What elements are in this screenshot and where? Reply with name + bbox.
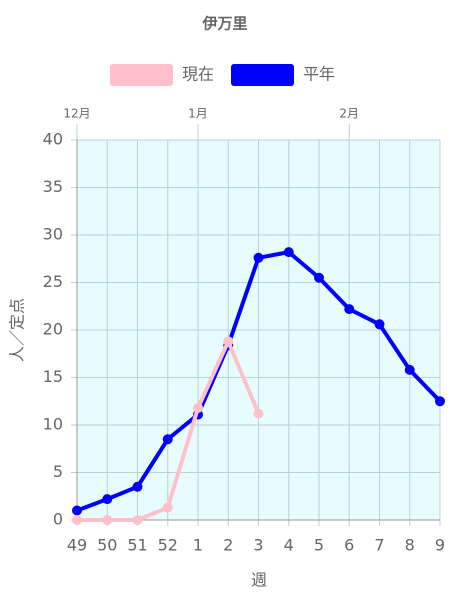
data-point <box>435 396 445 407</box>
x-tick-label: 9 <box>435 536 445 555</box>
data-point <box>72 515 82 525</box>
x-tick-label: 5 <box>314 536 324 555</box>
data-point <box>253 408 264 419</box>
x-tick-label: 49 <box>67 536 87 555</box>
legend-label: 平年 <box>303 65 335 84</box>
data-point <box>223 336 234 347</box>
x-tick-label: 50 <box>97 536 117 555</box>
data-point <box>162 434 173 445</box>
data-point <box>404 364 415 375</box>
x-tick-label: 52 <box>158 536 178 555</box>
data-point <box>193 402 203 413</box>
y-axis-label: 人／定点 <box>8 298 27 362</box>
data-point <box>314 272 324 283</box>
x2-tick-label: 2月 <box>339 107 359 121</box>
x-axis-label: 週 <box>251 571 267 590</box>
y-tick-label: 35 <box>43 177 63 196</box>
y-tick-label: 30 <box>43 225 63 244</box>
legend-label: 現在 <box>182 65 214 84</box>
y-tick-label: 25 <box>43 272 63 291</box>
y-tick-label: 15 <box>43 367 63 386</box>
y-tick-label: 0 <box>53 510 63 529</box>
x-tick-label: 7 <box>374 536 384 555</box>
data-point <box>102 515 113 525</box>
legend-swatch <box>110 64 173 86</box>
data-point <box>283 247 294 258</box>
chart-title: 伊万里 <box>201 15 247 33</box>
data-point <box>374 319 385 330</box>
legend-swatch <box>231 64 294 86</box>
data-point <box>132 515 143 525</box>
y-tick-label: 20 <box>43 320 63 339</box>
y-tick-label: 40 <box>43 130 63 149</box>
x-tick-label: 6 <box>344 536 354 555</box>
data-point <box>132 481 143 492</box>
data-point <box>344 304 355 315</box>
x-tick-label: 1 <box>193 536 203 555</box>
x-tick-label: 51 <box>127 536 147 555</box>
x-tick-label: 2 <box>223 536 233 555</box>
data-point <box>162 502 173 513</box>
x-tick-label: 8 <box>405 536 415 555</box>
data-point <box>253 252 264 263</box>
x2-tick-label: 12月 <box>63 107 90 121</box>
x-tick-label: 3 <box>253 536 263 555</box>
y-tick-label: 10 <box>43 415 63 434</box>
x-tick-label: 4 <box>284 536 294 555</box>
y-tick-label: 5 <box>53 462 63 481</box>
x2-tick-label: 1月 <box>188 107 208 121</box>
data-point <box>72 505 82 516</box>
data-point <box>102 494 113 505</box>
